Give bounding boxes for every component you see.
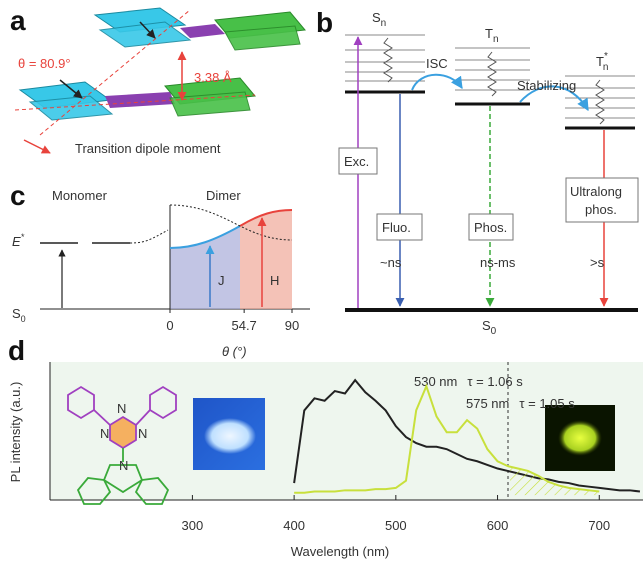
transition-label: Fluo.	[382, 220, 411, 235]
state-sub: n	[381, 18, 387, 29]
peak-label: 575 nm τ = 1.05 s	[466, 396, 575, 411]
band-label: H	[270, 273, 279, 288]
peak-lifetime: τ = 1.05 s	[519, 396, 575, 411]
state-sub: 0	[21, 314, 26, 324]
ground-label: S0	[482, 318, 497, 337]
excited-label: E*	[12, 232, 25, 249]
state-label: Sn	[372, 10, 386, 29]
angle-label: θ = 80.9°	[18, 56, 71, 71]
transfer-label: ISC	[426, 56, 448, 71]
panel-label: a	[10, 5, 26, 36]
dimer-label: Dimer	[206, 188, 241, 203]
atom-label: N	[119, 458, 128, 473]
state-main: T	[485, 26, 493, 41]
peak-wavelength: 530 nm	[414, 374, 457, 389]
ground-label: S0	[12, 306, 26, 324]
x-tick-label: 90	[285, 318, 299, 333]
atom-label: N	[117, 401, 126, 416]
atom-label: N	[100, 426, 109, 441]
isc-arrow	[412, 75, 462, 90]
legend-arrow	[24, 140, 50, 153]
timescale: ns-ms	[480, 255, 516, 270]
x-tick-label: 700	[588, 518, 610, 533]
timescale: ~ns	[380, 255, 402, 270]
panel-label: d	[8, 335, 25, 366]
state-sup: *	[21, 232, 25, 242]
state-label: Tn	[485, 26, 499, 45]
j-region	[170, 226, 240, 309]
x-tick-label: 600	[487, 518, 509, 533]
state-main: S	[12, 306, 21, 321]
x-tick-label: 54.7	[231, 318, 256, 333]
state-label: T*n	[596, 51, 608, 73]
upper-molecule	[95, 8, 305, 50]
panel-d: d PL intensity (a.u.) Wavelength (nm) N …	[8, 335, 643, 559]
state-main: S	[372, 10, 381, 25]
panel-label: b	[316, 7, 333, 38]
figure: a θ = 80.9° 3.38 Å Transition dipole mom…	[0, 0, 643, 562]
powder	[558, 420, 602, 456]
powder	[204, 418, 256, 454]
monomer-label: Monomer	[52, 188, 108, 203]
x-tick-label: 300	[182, 518, 204, 533]
transition-label: Exc.	[344, 154, 369, 169]
x-tick-label: 0	[166, 318, 173, 333]
transition-label: Phos.	[474, 220, 507, 235]
spacing-label: 3.38 Å	[194, 70, 232, 85]
peak-label: 530 nm τ = 1.06 s	[414, 374, 523, 389]
state-sup: *	[604, 51, 608, 62]
panel-a: a θ = 80.9° 3.38 Å Transition dipole mom…	[10, 5, 305, 156]
legend-text: Transition dipole moment	[75, 141, 221, 156]
state-main: S	[482, 318, 491, 333]
peak-lifetime: τ = 1.06 s	[467, 374, 523, 389]
x-axis-label: θ (°)	[222, 344, 247, 359]
x-tick-label: 400	[283, 518, 305, 533]
connector	[130, 230, 168, 243]
energy-levels	[345, 35, 635, 118]
h-region	[240, 210, 292, 309]
atom-label: N	[138, 426, 147, 441]
x-tick-label: 500	[385, 518, 407, 533]
state-sub: n	[493, 34, 499, 45]
transition-label: phos.	[585, 202, 617, 217]
panel-b: b Sn Tn T*n ISC Stabilizing Exc. Fluo. P…	[316, 7, 638, 337]
band-label: J	[218, 273, 225, 288]
x-axis-label: Wavelength (nm)	[291, 544, 390, 559]
transfer-label: Stabilizing	[517, 78, 576, 93]
state-main: E	[12, 234, 21, 249]
peak-wavelength: 575 nm	[466, 396, 509, 411]
y-axis-label: PL intensity (a.u.)	[8, 382, 23, 483]
panel-label: c	[10, 180, 26, 211]
transition-label: Ultralong	[570, 184, 622, 199]
timescale: >s	[590, 255, 605, 270]
state-sub: n	[603, 62, 609, 73]
state-sub: 0	[491, 326, 497, 337]
